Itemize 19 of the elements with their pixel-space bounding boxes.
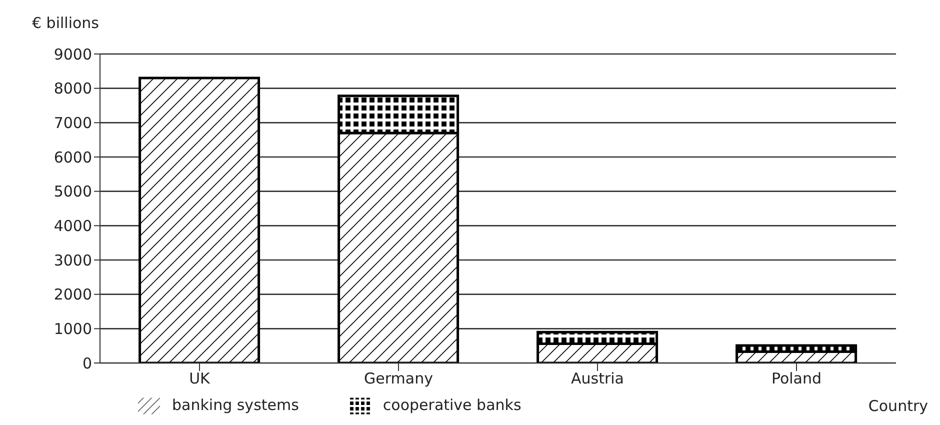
bar [138, 76, 260, 363]
y-tick-label: 9000 [54, 45, 92, 64]
y-tick-label: 6000 [54, 148, 92, 166]
y-tick-label: 3000 [54, 251, 92, 270]
y-tick-label: 0 [82, 354, 92, 372]
legend-label: banking systems [172, 396, 299, 414]
y-tick-label: 7000 [54, 114, 92, 132]
legend-label: cooperative banks [382, 396, 522, 414]
y-tick-label: 5000 [54, 182, 92, 201]
x-tick-label: Austria [571, 370, 624, 388]
x-tick-label: Germany [364, 370, 434, 388]
x-tick-label: UK [189, 370, 212, 388]
x-tick-label: Poland [771, 370, 822, 388]
y-axis-title: € billions [32, 14, 100, 32]
x-axis-title: Country [868, 397, 928, 415]
y-tick-label: 8000 [54, 80, 92, 98]
y-tick-label: 4000 [54, 216, 92, 235]
y-tick-label: 2000 [54, 286, 92, 304]
y-tick-label: 1000 [54, 320, 92, 338]
